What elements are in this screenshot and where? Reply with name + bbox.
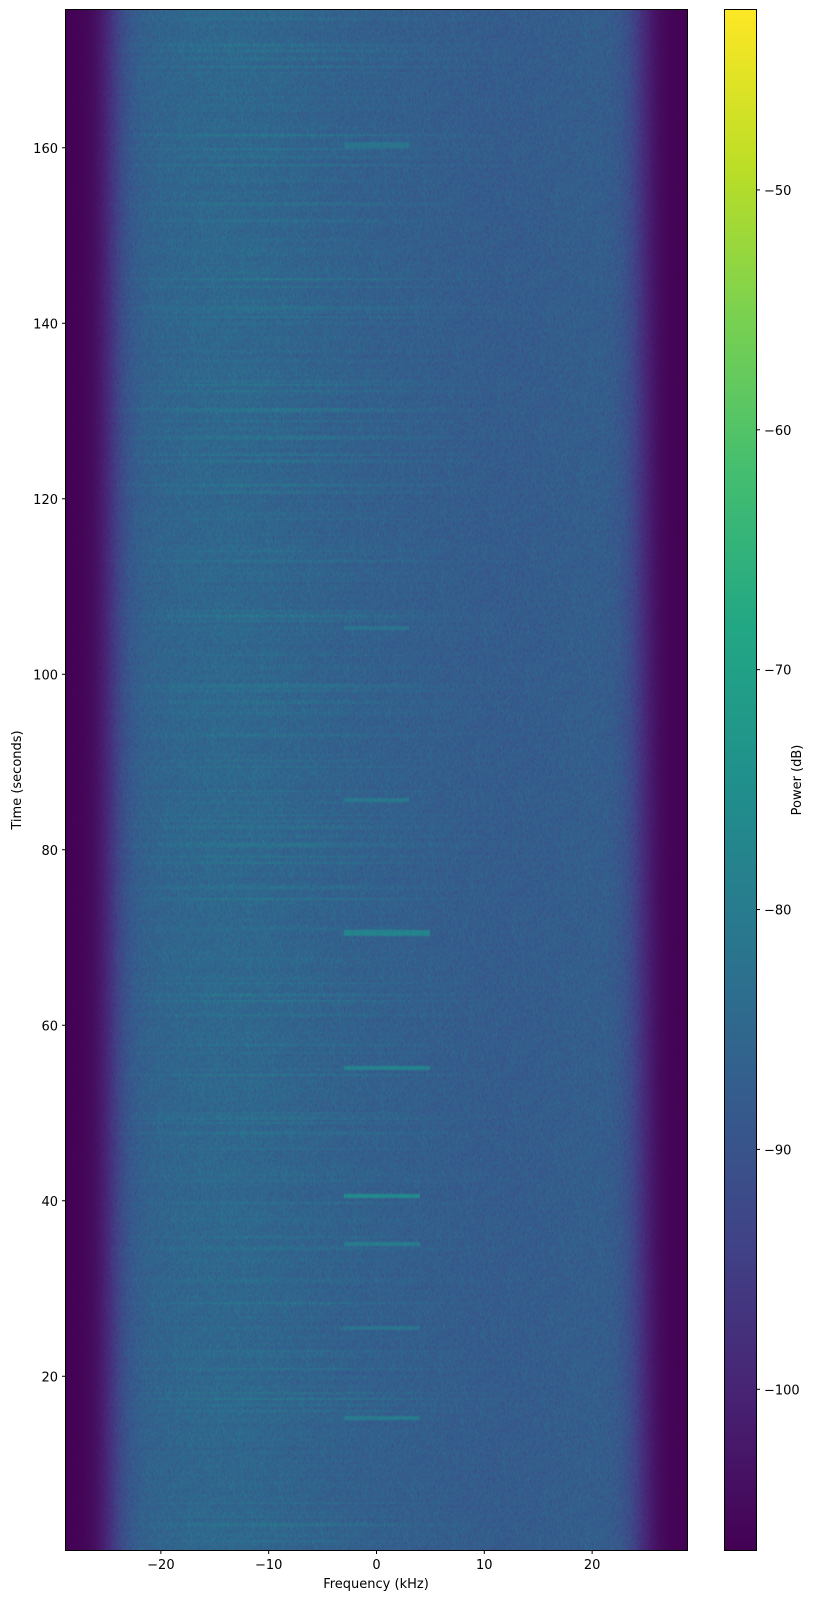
colorbar-tick-label: −70 — [764, 664, 791, 679]
colorbar-tick-label: −50 — [764, 184, 791, 199]
y-tick-label: 100 — [33, 668, 58, 683]
x-axis-ticks: −20 −10 0 10 20 — [147, 1550, 600, 1573]
x-tick-label: 20 — [584, 1558, 601, 1573]
y-axis-ticks: 20 40 60 80 100 120 140 160 — [33, 142, 66, 1385]
colorbar-tick-label: −60 — [764, 424, 791, 439]
y-tick-label: 160 — [33, 142, 58, 157]
colorbar-tick-label: −100 — [764, 1383, 800, 1398]
spectrogram-heatmap — [66, 10, 687, 1550]
colorbar — [724, 9, 757, 1551]
colorbar-tick-label: −90 — [764, 1143, 791, 1158]
x-axis-label: Frequency (kHz) — [323, 1577, 429, 1592]
x-tick-label: 0 — [372, 1558, 380, 1573]
y-tick-label: 20 — [41, 1370, 58, 1385]
y-axis-label: Time (seconds) — [10, 730, 25, 830]
y-tick-label: 120 — [33, 493, 58, 508]
x-tick-label: −20 — [147, 1558, 174, 1573]
colorbar-tick-label: −80 — [764, 904, 791, 919]
colorbar-ticks: −50 −60 −70 −80 −90 −100 — [756, 184, 800, 1398]
colorbar-frame — [724, 9, 757, 1551]
x-tick-label: 10 — [476, 1558, 493, 1573]
y-tick-label: 60 — [41, 1019, 58, 1034]
colorbar-label: Power (dB) — [790, 745, 805, 816]
y-tick-label: 140 — [33, 317, 58, 332]
y-tick-label: 80 — [41, 844, 58, 859]
y-tick-label: 40 — [41, 1195, 58, 1210]
x-tick-label: −10 — [255, 1558, 282, 1573]
spectrogram-plot-area — [65, 9, 688, 1551]
colorbar-gradient — [725, 10, 756, 1550]
